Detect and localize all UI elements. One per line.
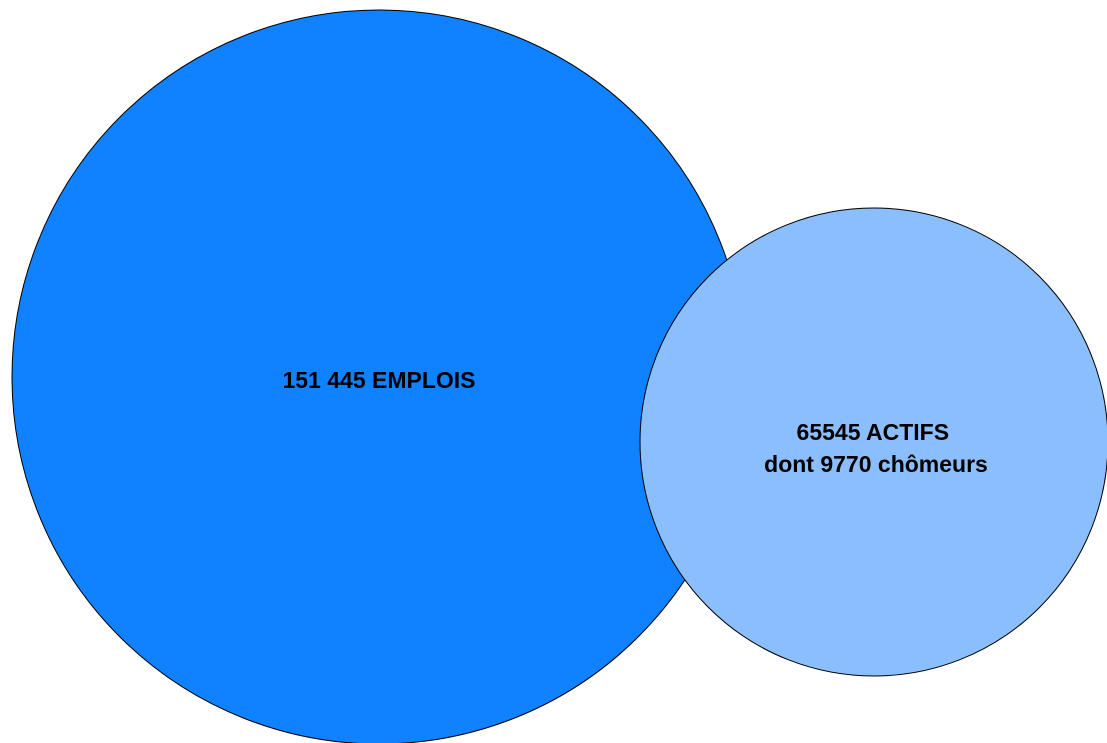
actifs-circle [639,207,1107,677]
actifs-label-line-1: 65545 ACTIFS [797,419,950,445]
actifs-label-line-2: dont 9770 chômeurs [764,451,988,477]
actifs-label: 65545 ACTIFS dont 9770 chômeurs [764,419,988,477]
emplois-label: 151 445 EMPLOIS [282,367,475,393]
